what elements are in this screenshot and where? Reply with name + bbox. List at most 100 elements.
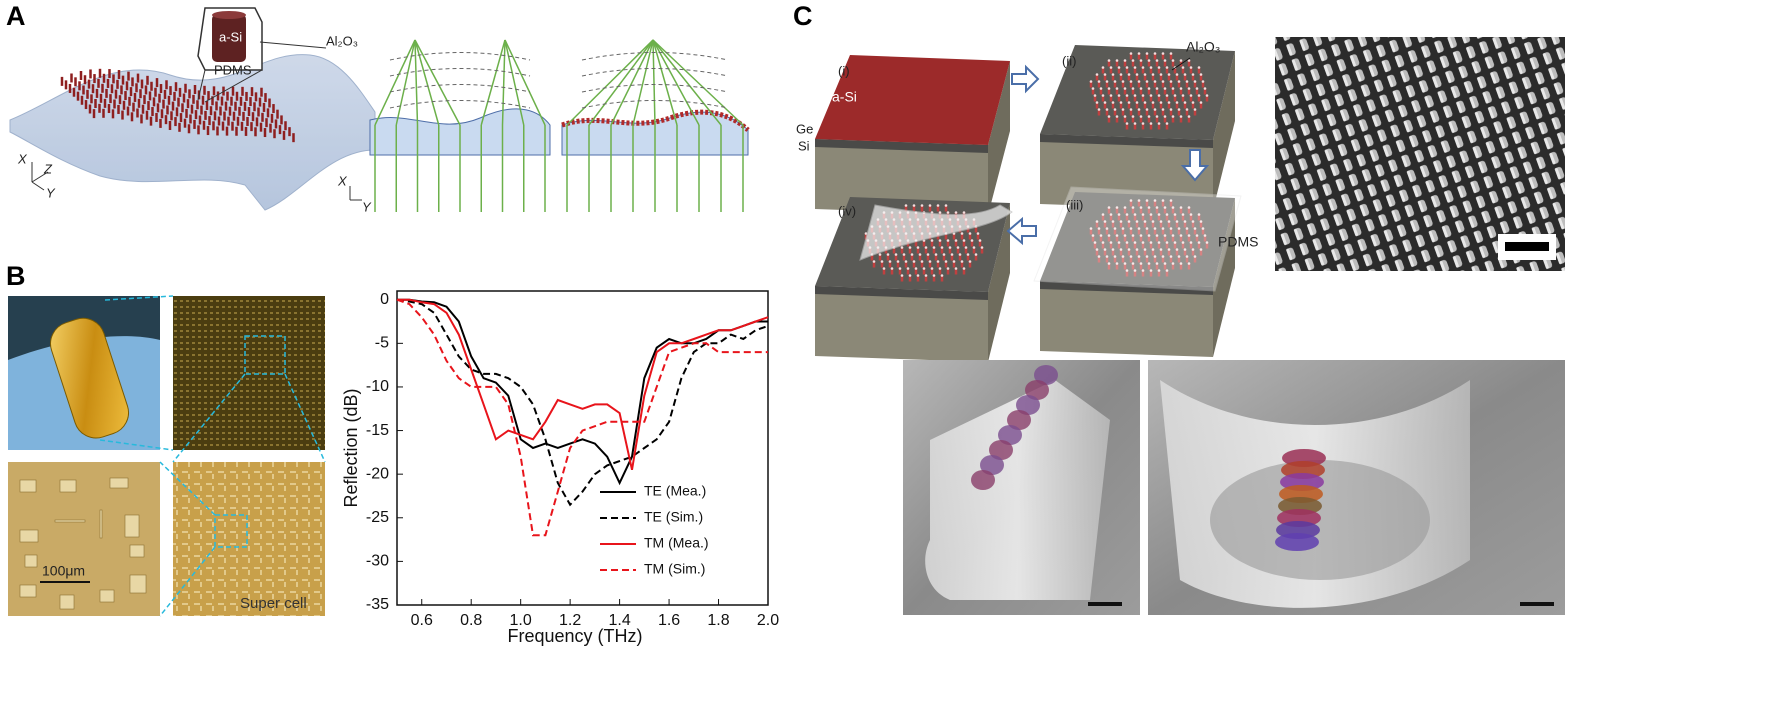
substrate-side bbox=[1213, 198, 1235, 357]
pillar-top bbox=[1141, 241, 1145, 244]
pillar-top bbox=[1111, 220, 1115, 223]
pillar-top bbox=[1175, 220, 1179, 223]
pillar-top bbox=[1137, 227, 1141, 230]
pillar-top bbox=[1147, 115, 1151, 118]
nanopillars bbox=[60, 68, 295, 143]
pillar-top bbox=[878, 253, 882, 256]
pillar-top bbox=[904, 260, 908, 263]
pillar-top bbox=[1149, 241, 1153, 244]
pillar-top bbox=[1165, 241, 1169, 244]
ge-layer bbox=[815, 286, 988, 300]
pillar-top bbox=[888, 260, 892, 263]
pillar-top bbox=[1101, 241, 1105, 244]
pillar-top bbox=[924, 246, 928, 249]
axis-letter: Y bbox=[46, 185, 56, 200]
pillar-top bbox=[1139, 262, 1143, 265]
pillar-top bbox=[1153, 227, 1157, 230]
pillar-top bbox=[1163, 206, 1167, 209]
pillar-top bbox=[908, 274, 912, 277]
pillar-top bbox=[1167, 220, 1171, 223]
pillar-top bbox=[1165, 122, 1169, 125]
pillar-top bbox=[1135, 73, 1139, 76]
pillar-top bbox=[916, 274, 920, 277]
curved-sheet bbox=[9, 54, 376, 211]
y-tick-label: -5 bbox=[375, 335, 389, 352]
pillar-top bbox=[1169, 227, 1173, 230]
pillar-top bbox=[946, 239, 950, 242]
axes-2d bbox=[349, 186, 362, 201]
pillar-top bbox=[886, 253, 890, 256]
pillar-top bbox=[1197, 241, 1201, 244]
pillar-top bbox=[1187, 115, 1191, 118]
pillar-top bbox=[1153, 199, 1157, 202]
pillar-top bbox=[1159, 248, 1163, 251]
x-tick-label: 1.0 bbox=[510, 612, 532, 629]
pillar-top bbox=[1119, 73, 1123, 76]
pillar-top bbox=[1171, 87, 1175, 90]
inset-part bbox=[212, 14, 246, 62]
pillar-top bbox=[1183, 101, 1187, 104]
pillar-top bbox=[1157, 122, 1161, 125]
pillar-top bbox=[926, 253, 930, 256]
pillar-top bbox=[1169, 255, 1173, 258]
ray bbox=[414, 39, 440, 126]
pillar-top bbox=[1109, 213, 1113, 216]
pillar-top bbox=[1193, 80, 1197, 83]
pillar-top bbox=[1125, 213, 1129, 216]
pillar-top bbox=[1155, 115, 1159, 118]
unit-cell bbox=[24, 554, 38, 568]
pillar-top bbox=[1117, 213, 1121, 216]
inset-label: a-Si bbox=[219, 29, 242, 44]
pillar-top bbox=[1133, 213, 1137, 216]
pillar-top bbox=[932, 246, 936, 249]
pillar-top bbox=[1165, 269, 1169, 272]
pillar-top bbox=[1201, 227, 1205, 230]
pillar-top bbox=[1135, 220, 1139, 223]
pillar-top bbox=[1101, 66, 1105, 69]
pillar-top bbox=[1167, 248, 1171, 251]
ray bbox=[501, 39, 506, 126]
pillar-top bbox=[1157, 66, 1161, 69]
pillar-top bbox=[1145, 80, 1149, 83]
pillar-top bbox=[1183, 248, 1187, 251]
pdms-peel bbox=[859, 204, 1013, 261]
pillar-top bbox=[1143, 73, 1147, 76]
series-line bbox=[396, 298, 768, 537]
pillar-top bbox=[1153, 52, 1157, 55]
pillar-top bbox=[968, 232, 972, 235]
pillar-top bbox=[1191, 101, 1195, 104]
photo-label: Super cell bbox=[240, 595, 307, 612]
pillar-top bbox=[1125, 66, 1129, 69]
pillar-top bbox=[938, 239, 942, 242]
pillar-top bbox=[1147, 234, 1151, 237]
pillar-top bbox=[1095, 73, 1099, 76]
ray bbox=[414, 39, 419, 126]
axes-3d bbox=[31, 162, 49, 191]
pillar-top bbox=[1135, 248, 1139, 251]
plot-frame bbox=[396, 290, 769, 606]
pillar-top bbox=[1155, 234, 1159, 237]
photo-array bbox=[173, 296, 325, 450]
pillar-top bbox=[1165, 66, 1169, 69]
pillar-top bbox=[1169, 80, 1173, 83]
pillar-top bbox=[1193, 227, 1197, 230]
y-tick-label: -10 bbox=[366, 378, 389, 395]
pillar-top bbox=[1189, 94, 1193, 97]
pillar-top bbox=[1133, 122, 1137, 125]
substrate-side bbox=[815, 139, 988, 215]
process-arrows-part bbox=[1180, 149, 1210, 182]
pillar-top bbox=[1113, 80, 1117, 83]
pillar-top bbox=[972, 246, 976, 249]
pillar-top bbox=[1171, 234, 1175, 237]
wavefront bbox=[581, 52, 729, 61]
photo-flexible-part bbox=[50, 317, 129, 439]
metalens-array bbox=[971, 365, 1326, 551]
y-axis-label: Reflection (dB) bbox=[341, 388, 361, 507]
pillar-top bbox=[1177, 108, 1181, 111]
pillar-top bbox=[1095, 248, 1099, 251]
process-arrows-part bbox=[1006, 216, 1037, 246]
pillar-top bbox=[1103, 220, 1107, 223]
pillar-top bbox=[1131, 59, 1135, 62]
inset-part bbox=[197, 69, 206, 101]
ray bbox=[632, 39, 654, 126]
